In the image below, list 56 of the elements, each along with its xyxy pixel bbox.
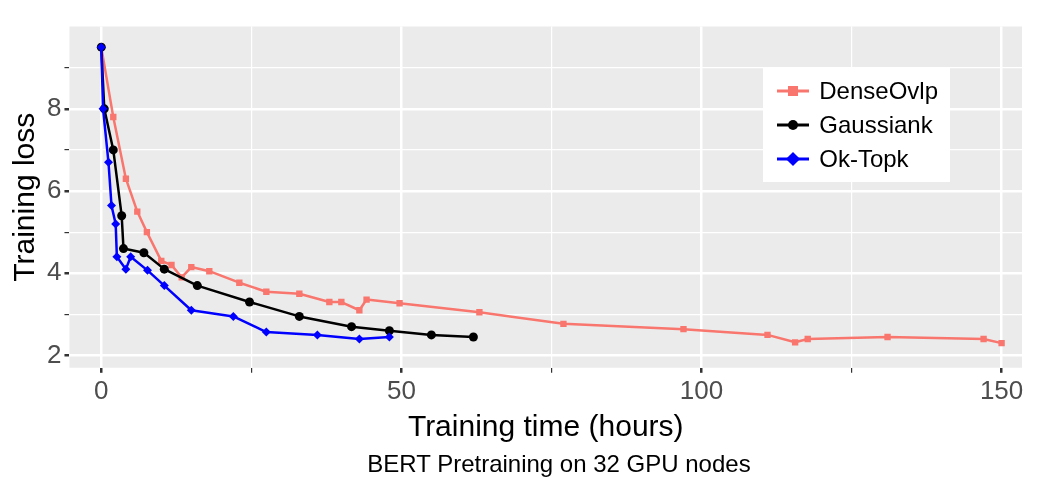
point — [126, 252, 136, 262]
y-tick-label: 6 — [46, 174, 62, 205]
point — [121, 264, 131, 274]
point — [186, 305, 196, 315]
point — [118, 244, 128, 254]
point — [396, 300, 403, 307]
x-tick-label: 0 — [94, 374, 109, 405]
legend-label: Gaussiank — [819, 111, 933, 139]
point — [261, 327, 271, 337]
point — [296, 290, 303, 297]
point — [245, 297, 255, 307]
text: BERT Pretraining on 32 GPU nodes — [366, 450, 752, 478]
point — [263, 288, 270, 295]
point — [476, 309, 483, 316]
point — [998, 339, 1005, 347]
point — [142, 265, 152, 275]
point — [294, 311, 304, 321]
point — [680, 325, 687, 333]
point — [356, 307, 363, 314]
y-tick-label: 2 — [46, 338, 62, 369]
point — [139, 248, 149, 258]
point — [106, 200, 116, 210]
y-axis-title: Training loss — [7, 112, 41, 282]
point — [326, 298, 333, 306]
point — [108, 145, 118, 155]
point — [112, 252, 122, 262]
point — [159, 264, 169, 274]
point — [134, 208, 141, 215]
x-axis-title: Training time (hours) — [407, 409, 684, 443]
point — [354, 334, 364, 344]
point — [103, 157, 113, 167]
point — [384, 326, 394, 336]
x-tick-label: 50 — [386, 374, 416, 405]
point — [236, 279, 243, 286]
point — [363, 296, 370, 303]
point — [228, 311, 238, 321]
point — [347, 322, 357, 332]
point — [560, 320, 567, 327]
point — [111, 219, 121, 229]
point — [884, 333, 891, 341]
point — [168, 261, 175, 269]
legend-label: DenseOvlp — [819, 77, 938, 105]
point — [338, 298, 345, 306]
point — [980, 335, 987, 343]
point — [159, 281, 169, 291]
point — [804, 335, 811, 343]
x-tick-label: 150 — [979, 374, 1024, 405]
y-tick-label: 4 — [46, 256, 62, 287]
point — [764, 331, 771, 339]
y-tick-label: 8 — [46, 91, 62, 122]
legend-label: Ok-Topk — [819, 145, 909, 173]
point — [117, 211, 127, 221]
x-tick-label: 100 — [679, 374, 724, 405]
point — [192, 281, 202, 291]
point — [426, 330, 436, 340]
point — [468, 332, 478, 342]
